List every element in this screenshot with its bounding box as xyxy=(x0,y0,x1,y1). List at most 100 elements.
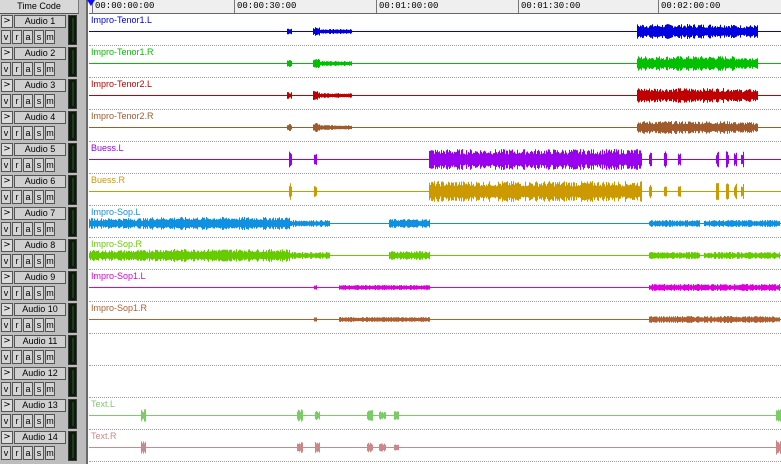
track-lane[interactable]: Buess.R xyxy=(89,174,781,206)
view-button[interactable]: v xyxy=(1,254,11,268)
mute-button[interactable]: m xyxy=(45,190,55,204)
automation-button[interactable]: a xyxy=(23,158,33,172)
track-name-button[interactable]: Audio 7 xyxy=(14,207,66,220)
track-lane[interactable]: Impro-Tenor1.R xyxy=(89,46,781,78)
view-button[interactable]: v xyxy=(1,126,11,140)
automation-button[interactable]: a xyxy=(23,382,33,396)
record-button[interactable]: r xyxy=(12,414,22,428)
view-button[interactable]: v xyxy=(1,158,11,172)
record-button[interactable]: r xyxy=(12,222,22,236)
record-button[interactable]: r xyxy=(12,350,22,364)
mute-button[interactable]: m xyxy=(45,62,55,76)
automation-button[interactable]: a xyxy=(23,190,33,204)
mute-button[interactable]: m xyxy=(45,446,55,460)
solo-button[interactable]: s xyxy=(34,158,44,172)
timeline-ruler[interactable]: 00:00:00:00 00:00:30:00 00:01:00:00 00:01:3… xyxy=(89,0,781,14)
track-name-button[interactable]: Audio 3 xyxy=(14,79,66,92)
expand-track-button[interactable]: > xyxy=(1,15,13,28)
solo-button[interactable]: s xyxy=(34,30,44,44)
solo-button[interactable]: s xyxy=(34,126,44,140)
automation-button[interactable]: a xyxy=(23,94,33,108)
track-lane[interactable]: Impro-Tenor2.L xyxy=(89,78,781,110)
automation-button[interactable]: a xyxy=(23,414,33,428)
track-name-button[interactable]: Audio 14 xyxy=(14,431,66,444)
track-lane[interactable]: Impro-Sop1.R xyxy=(89,302,781,334)
solo-button[interactable]: s xyxy=(34,190,44,204)
solo-button[interactable]: s xyxy=(34,414,44,428)
track-lane[interactable]: Text.L xyxy=(89,398,781,430)
track-name-button[interactable]: Audio 9 xyxy=(14,271,66,284)
record-button[interactable]: r xyxy=(12,382,22,396)
solo-button[interactable]: s xyxy=(34,94,44,108)
record-button[interactable]: r xyxy=(12,94,22,108)
solo-button[interactable]: s xyxy=(34,318,44,332)
record-button[interactable]: r xyxy=(12,158,22,172)
solo-button[interactable]: s xyxy=(34,62,44,76)
mute-button[interactable]: m xyxy=(45,126,55,140)
track-lane[interactable]: Buess.L xyxy=(89,142,781,174)
track-name-button[interactable]: Audio 1 xyxy=(14,15,66,28)
solo-button[interactable]: s xyxy=(34,350,44,364)
expand-track-button[interactable]: > xyxy=(1,239,13,252)
record-button[interactable]: r xyxy=(12,446,22,460)
view-button[interactable]: v xyxy=(1,222,11,236)
automation-button[interactable]: a xyxy=(23,222,33,236)
view-button[interactable]: v xyxy=(1,286,11,300)
track-name-button[interactable]: Audio 8 xyxy=(14,239,66,252)
record-button[interactable]: r xyxy=(12,286,22,300)
track-name-button[interactable]: Audio 13 xyxy=(14,399,66,412)
track-lane[interactable]: Impro-Sop.R xyxy=(89,238,781,270)
expand-track-button[interactable]: > xyxy=(1,399,13,412)
expand-track-button[interactable]: > xyxy=(1,431,13,444)
automation-button[interactable]: a xyxy=(23,62,33,76)
mute-button[interactable]: m xyxy=(45,94,55,108)
view-button[interactable]: v xyxy=(1,350,11,364)
mute-button[interactable]: m xyxy=(45,222,55,236)
track-lane[interactable]: Impro-Tenor2.R xyxy=(89,110,781,142)
expand-track-button[interactable]: > xyxy=(1,175,13,188)
mute-button[interactable]: m xyxy=(45,414,55,428)
expand-track-button[interactable]: > xyxy=(1,47,13,60)
expand-track-button[interactable]: > xyxy=(1,271,13,284)
mute-button[interactable]: m xyxy=(45,286,55,300)
track-name-button[interactable]: Audio 10 xyxy=(14,303,66,316)
track-lane[interactable]: Impro-Tenor1.L xyxy=(89,14,781,46)
view-button[interactable]: v xyxy=(1,318,11,332)
record-button[interactable]: r xyxy=(12,62,22,76)
solo-button[interactable]: s xyxy=(34,254,44,268)
mute-button[interactable]: m xyxy=(45,318,55,332)
view-button[interactable]: v xyxy=(1,62,11,76)
expand-track-button[interactable]: > xyxy=(1,79,13,92)
automation-button[interactable]: a xyxy=(23,318,33,332)
track-lane[interactable] xyxy=(89,366,781,398)
track-lane[interactable]: Impro-Sop.L xyxy=(89,206,781,238)
solo-button[interactable]: s xyxy=(34,382,44,396)
track-name-button[interactable]: Audio 6 xyxy=(14,175,66,188)
view-button[interactable]: v xyxy=(1,446,11,460)
mute-button[interactable]: m xyxy=(45,254,55,268)
view-button[interactable]: v xyxy=(1,190,11,204)
expand-track-button[interactable]: > xyxy=(1,335,13,348)
solo-button[interactable]: s xyxy=(34,286,44,300)
playhead-marker[interactable] xyxy=(87,0,95,6)
automation-button[interactable]: a xyxy=(23,126,33,140)
track-lane[interactable] xyxy=(89,334,781,366)
track-name-button[interactable]: Audio 5 xyxy=(14,143,66,156)
record-button[interactable]: r xyxy=(12,30,22,44)
track-name-button[interactable]: Audio 4 xyxy=(14,111,66,124)
record-button[interactable]: r xyxy=(12,190,22,204)
view-button[interactable]: v xyxy=(1,94,11,108)
track-lane[interactable]: Text.R xyxy=(89,430,781,462)
view-button[interactable]: v xyxy=(1,30,11,44)
expand-track-button[interactable]: > xyxy=(1,111,13,124)
tracks-area[interactable]: Impro-Tenor1.L Impro-Tenor1.R Impro-Tenor2… xyxy=(89,14,781,464)
expand-track-button[interactable]: > xyxy=(1,143,13,156)
expand-track-button[interactable]: > xyxy=(1,207,13,220)
expand-track-button[interactable]: > xyxy=(1,367,13,380)
track-lane[interactable]: Impro-Sop1.L xyxy=(89,270,781,302)
automation-button[interactable]: a xyxy=(23,30,33,44)
view-button[interactable]: v xyxy=(1,414,11,428)
track-name-button[interactable]: Audio 2 xyxy=(14,47,66,60)
mute-button[interactable]: m xyxy=(45,350,55,364)
automation-button[interactable]: a xyxy=(23,350,33,364)
